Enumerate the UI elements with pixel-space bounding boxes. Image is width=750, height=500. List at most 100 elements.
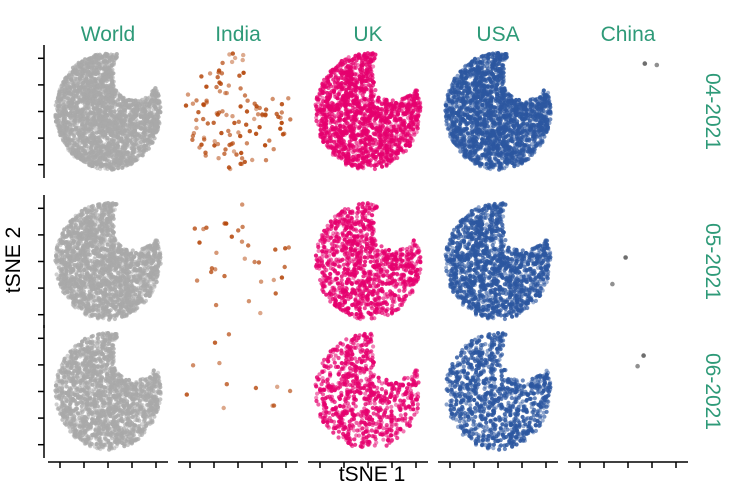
data-point (147, 111, 152, 116)
data-point (194, 98, 199, 103)
data-point (365, 79, 370, 84)
data-point (129, 156, 134, 161)
data-point (94, 162, 99, 167)
data-point (336, 111, 341, 116)
data-point (135, 157, 140, 162)
data-point (216, 156, 221, 161)
data-point (318, 88, 324, 93)
data-point (346, 114, 351, 119)
data-point (58, 127, 63, 133)
data-point (375, 147, 380, 152)
data-point (257, 125, 262, 130)
data-point (114, 117, 119, 122)
data-point (103, 109, 108, 114)
data-point (106, 128, 111, 133)
data-point (116, 166, 121, 171)
data-point (357, 162, 362, 167)
data-point (343, 146, 348, 151)
data-point (62, 85, 67, 90)
panel-india-04-2021 (183, 51, 293, 172)
data-point (385, 109, 390, 114)
data-point (78, 63, 83, 68)
data-point (411, 130, 416, 135)
data-point (344, 121, 350, 126)
data-point (342, 77, 347, 82)
data-point (125, 157, 130, 162)
data-point (403, 148, 408, 153)
data-point (352, 106, 357, 111)
data-point (84, 74, 89, 79)
data-point (102, 131, 107, 136)
data-point (327, 107, 332, 112)
data-point (353, 62, 358, 67)
data-point (126, 97, 132, 103)
data-point (74, 121, 79, 126)
data-point (230, 51, 235, 56)
data-point (69, 99, 75, 104)
data-point (363, 119, 368, 124)
data-point (190, 101, 196, 106)
data-point (262, 143, 268, 148)
data-point (320, 131, 325, 136)
data-point (350, 57, 355, 63)
data-point (229, 59, 235, 65)
data-point (368, 67, 373, 72)
data-point (73, 76, 78, 81)
data-point (384, 115, 389, 120)
data-point (95, 136, 101, 141)
data-point (72, 64, 78, 69)
data-point (342, 70, 347, 76)
data-point (263, 107, 269, 112)
data-point (363, 104, 368, 109)
data-point (84, 160, 89, 165)
data-point (89, 131, 95, 137)
data-point (346, 155, 351, 160)
data-point (400, 96, 405, 101)
data-point (279, 102, 285, 107)
data-point (369, 90, 374, 95)
data-point (214, 84, 219, 90)
data-point (388, 158, 393, 163)
data-point (351, 150, 356, 155)
data-point (361, 166, 366, 171)
data-point (118, 119, 123, 124)
data-point (93, 77, 98, 82)
data-point (226, 165, 232, 170)
data-point (334, 65, 339, 70)
data-point (366, 116, 371, 121)
data-point (89, 65, 94, 70)
data-point (216, 110, 222, 115)
data-point (327, 139, 332, 144)
data-point (378, 133, 383, 138)
data-point (107, 69, 112, 74)
data-point (197, 145, 202, 150)
data-point (360, 75, 365, 80)
data-point (101, 120, 106, 125)
data-point (81, 112, 86, 117)
data-point (393, 109, 398, 114)
data-point (121, 112, 126, 117)
data-point (56, 98, 61, 103)
data-point (238, 104, 243, 109)
data-point (142, 137, 148, 142)
data-point (359, 70, 365, 75)
data-point (391, 124, 396, 129)
data-point (377, 111, 382, 116)
data-point (93, 71, 98, 76)
data-point (190, 133, 196, 139)
data-point (76, 89, 81, 94)
data-point (151, 88, 156, 93)
data-point (194, 117, 199, 123)
data-point (216, 68, 222, 73)
data-point (73, 152, 78, 158)
data-point (368, 83, 373, 88)
data-point (95, 166, 100, 171)
data-point (199, 74, 204, 79)
data-point (88, 61, 93, 66)
data-point (158, 105, 163, 110)
data-point (102, 135, 107, 140)
data-point (124, 152, 130, 157)
data-point (60, 120, 65, 125)
data-point (320, 110, 325, 115)
data-point (60, 105, 65, 110)
